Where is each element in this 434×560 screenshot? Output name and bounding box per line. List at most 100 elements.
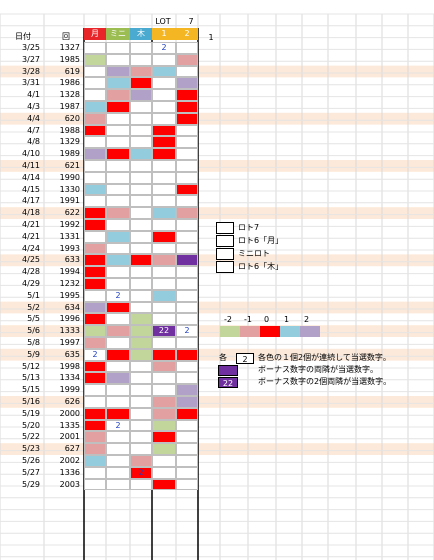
row-cell — [106, 337, 130, 349]
row-cell — [176, 195, 198, 208]
row-date: 4/29 — [22, 279, 40, 288]
legend-box — [216, 261, 234, 273]
row-cell — [106, 53, 130, 66]
row-cell — [176, 101, 198, 113]
row-cell — [176, 230, 198, 243]
row-kai: 1986 — [59, 78, 80, 88]
row-cell — [130, 219, 152, 231]
row-cell — [130, 431, 152, 444]
row-cell — [176, 219, 198, 231]
row-cell — [84, 171, 106, 184]
row-cell — [106, 242, 130, 255]
row-cell — [84, 42, 106, 54]
row-kai: 1333 — [59, 326, 80, 336]
row-date: 5/12 — [22, 361, 40, 371]
row-cell — [152, 348, 176, 361]
legend-item-label: ミニロト — [238, 249, 270, 258]
row-kai: 1994 — [59, 267, 80, 277]
row-cell — [152, 230, 176, 243]
row-date: 4/8 — [27, 137, 40, 147]
row-cell — [130, 42, 152, 54]
row-date: 4/3 — [27, 102, 40, 111]
row-cell — [152, 396, 176, 408]
row-date: 4/7 — [27, 125, 40, 135]
row-cell — [84, 136, 106, 149]
row-date: 3/28 — [22, 66, 40, 76]
row-cell — [152, 443, 176, 455]
row-date: 4/15 — [22, 184, 40, 194]
header-seven-label: 7 — [188, 17, 194, 26]
cell-number: 2 — [92, 349, 98, 359]
legend-box — [216, 235, 234, 247]
header-col-label: ミニ — [110, 29, 126, 38]
row-cell — [152, 407, 176, 420]
row-cell — [176, 313, 198, 326]
row-cell — [106, 230, 130, 243]
row-cell — [176, 337, 198, 349]
row-kai: 1985 — [59, 54, 80, 64]
row-cell — [176, 171, 198, 184]
header-col-0: 月 — [84, 28, 106, 40]
row-cell: 22 — [152, 325, 176, 337]
row-date: 4/21 — [22, 231, 40, 241]
row-cell — [106, 407, 130, 420]
row-cell — [106, 455, 130, 467]
scale-swatch — [280, 326, 300, 337]
row-cell — [152, 455, 176, 467]
row-kai: 1334 — [59, 373, 80, 383]
row-cell — [130, 254, 152, 267]
row-cell — [130, 360, 152, 373]
row-cell — [106, 254, 130, 267]
row-cell — [152, 278, 176, 290]
row-cell — [130, 301, 152, 314]
row-cell — [152, 478, 176, 491]
row-cell — [176, 242, 198, 255]
row-kai: 2002 — [59, 456, 80, 465]
row-cell — [106, 301, 130, 314]
row-date: 5/13 — [22, 373, 40, 383]
row-cell — [176, 124, 198, 137]
row-date: 5/1 — [27, 290, 40, 300]
row-cell: 2 — [152, 42, 176, 54]
row-cell — [106, 101, 130, 113]
row-cell — [106, 219, 130, 231]
row-cell — [152, 431, 176, 444]
row-date: 5/27 — [22, 467, 40, 477]
row-cell — [84, 384, 106, 396]
row-cell — [152, 360, 176, 373]
note-swatch — [218, 365, 238, 376]
row-date: 5/23 — [22, 444, 40, 454]
row-date: 3/27 — [22, 54, 40, 64]
row-cell — [130, 266, 152, 278]
row-kai: 1997 — [59, 338, 80, 347]
row-kai: 626 — [64, 397, 80, 406]
row-date: 5/9 — [27, 349, 40, 359]
row-cell — [152, 89, 176, 101]
row-cell — [176, 301, 198, 314]
cell-number: 2 — [115, 420, 121, 430]
row-cell — [84, 278, 106, 290]
row-cell — [176, 254, 198, 267]
row-cell — [84, 219, 106, 231]
row-cell — [84, 478, 106, 491]
row-cell — [106, 160, 130, 172]
row-cell: 2 — [106, 419, 130, 432]
row-date: 5/16 — [22, 397, 40, 406]
row-date: 4/4 — [27, 113, 40, 123]
row-cell — [106, 384, 130, 396]
row-cell — [130, 136, 152, 149]
row-cell — [84, 65, 106, 78]
row-cell — [152, 384, 176, 396]
row-cell — [176, 89, 198, 101]
legend-box — [216, 222, 234, 234]
row-cell: 2 — [106, 289, 130, 302]
row-cell — [106, 195, 130, 208]
legend-item-label: ロト6「木」 — [238, 262, 284, 271]
row-cell — [130, 396, 152, 408]
row-cell — [106, 313, 130, 326]
row-cell — [130, 65, 152, 78]
row-kai: 2001 — [59, 432, 80, 442]
row-cell — [152, 266, 176, 278]
row-date: 5/19 — [22, 408, 40, 418]
note-number: 2 — [242, 355, 248, 364]
